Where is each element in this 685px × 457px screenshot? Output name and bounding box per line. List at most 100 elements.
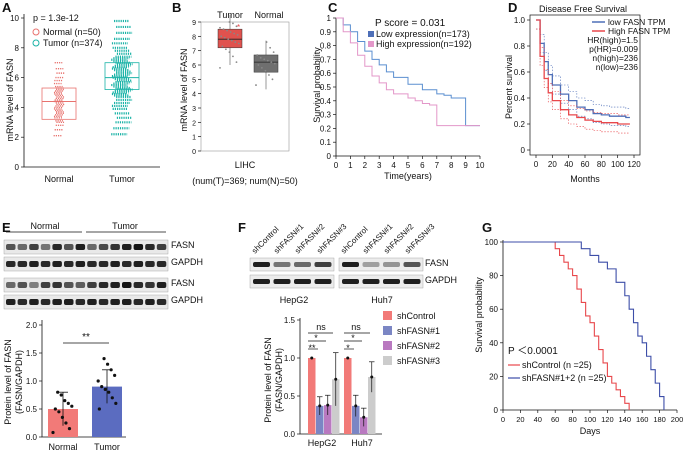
panel-a-xtick-normal: Normal bbox=[44, 174, 73, 184]
panel-c-xtick-label: 7 bbox=[435, 161, 440, 170]
panel-e-point-tumor bbox=[113, 373, 117, 377]
panel-e-blot-label-gapdh1: GAPDH bbox=[171, 257, 203, 267]
panel-c-ticks: 00.10.20.30.40.50.60.70.80.910 1 2 3 4 5 6 7 8 9 1… bbox=[320, 14, 485, 170]
panel-e-blot-band bbox=[52, 282, 62, 288]
panel-e-group-tumor: Tumor bbox=[112, 221, 138, 231]
panel-f-blot-band-huh bbox=[403, 279, 421, 284]
panel-f-point bbox=[370, 375, 374, 379]
panel-e-blot-band bbox=[75, 282, 86, 288]
panel-a-ytick-label: 2 bbox=[15, 133, 20, 142]
panel-c-xtick-label: 5 bbox=[406, 161, 411, 170]
panel-f: shControl shFASN#1 shFASN#2 shFASN#3 shC… bbox=[249, 222, 457, 448]
panel-b-star: * bbox=[237, 23, 240, 32]
panel-e-blot-band bbox=[29, 299, 39, 305]
panel-e-blot-label-fasn1: FASN bbox=[171, 240, 195, 250]
panel-f-ytick-label: 1.0 bbox=[284, 354, 296, 363]
panel-g-plot bbox=[503, 241, 665, 410]
panel-b-ytick-label: 8 bbox=[192, 34, 196, 41]
panel-d-xtick-label: 100 bbox=[611, 160, 625, 169]
panel-g-ylabel: Survival probability bbox=[474, 277, 484, 353]
panel-d-xtick-label: 120 bbox=[627, 160, 641, 169]
panel-d-stat-nhigh: n(high)=236 bbox=[592, 53, 638, 63]
panel-f-blot-band-hep bbox=[314, 262, 332, 267]
panel-g-xtick-label: 40 bbox=[534, 415, 542, 424]
panel-e-blot-band bbox=[145, 244, 155, 250]
panel-f-blot-band-hep bbox=[294, 279, 311, 284]
panel-e-blot-band bbox=[64, 282, 74, 288]
panel-a-ytick-label: 0 bbox=[15, 163, 20, 172]
panel-b-point-tumor bbox=[232, 55, 234, 58]
panel-e-blot-band bbox=[29, 244, 39, 250]
panel-b-point-normal bbox=[270, 61, 273, 64]
panel-e-blot-label-gapdh2: GAPDH bbox=[171, 295, 203, 305]
panel-e-blot-band bbox=[75, 261, 86, 267]
panel-e-point-normal bbox=[59, 393, 63, 397]
panel-b-point-normal bbox=[272, 51, 275, 53]
panel-e-blot-strip bbox=[3, 239, 169, 255]
panel-f-legend-4: shFASN#3 bbox=[397, 356, 440, 366]
panel-b-ylabel: mRNA level of FASN bbox=[179, 48, 189, 131]
panel-c-xtick-label: 3 bbox=[377, 161, 382, 170]
panel-e-point-normal bbox=[64, 421, 68, 425]
panel-g-axes bbox=[502, 240, 677, 411]
panel-e-point-normal bbox=[67, 427, 72, 431]
panel-e-blot-band bbox=[17, 261, 28, 267]
panel-e-point-normal bbox=[66, 401, 70, 405]
panel-e-ticks: 0.0 0.5 1.0 1.5 2.0 bbox=[26, 321, 42, 442]
panel-e-blots bbox=[3, 239, 169, 310]
panel-e-blot-band bbox=[64, 299, 74, 305]
panel-a-xtick-tumor: Tumor bbox=[109, 174, 135, 184]
panel-e-blot-band bbox=[29, 261, 39, 267]
panel-e-blot-band bbox=[98, 282, 109, 288]
panel-g: Survival probability 0 20 40 60 80 100 0 20 40 60… bbox=[474, 238, 683, 436]
panel-f-ytick-label: 0.5 bbox=[284, 392, 296, 401]
panel-e-blot-band bbox=[75, 299, 86, 305]
panel-c-xtick-label: 0 bbox=[334, 161, 339, 170]
panel-a-plot bbox=[41, 19, 140, 137]
panel-d-series-low bbox=[536, 19, 630, 119]
panel-e-point-tumor bbox=[103, 387, 107, 391]
panel-e-blot-band bbox=[52, 244, 62, 250]
panel-e-point-tumor bbox=[109, 368, 113, 372]
panel-e-xtick-tumor: Tumor bbox=[94, 442, 120, 452]
panel-b-point-tumor bbox=[235, 25, 238, 28]
panel-f-blot-band-hep bbox=[273, 279, 291, 284]
panel-e-blot-band bbox=[87, 261, 97, 267]
panel-e-blot-band bbox=[64, 261, 74, 267]
panel-f-legend-2-marker bbox=[383, 326, 392, 335]
panel-d-legend-high: High FASN TPM bbox=[608, 26, 670, 36]
panel-c-pscore: P score = 0.031 bbox=[375, 18, 446, 29]
panel-b-ytick-label: 6 bbox=[192, 63, 196, 70]
panel-b-yticks: 0 1 2 3 4 5 6 7 8 9 bbox=[192, 20, 201, 156]
panel-f-point bbox=[318, 404, 322, 408]
panel-e-point-normal bbox=[63, 399, 67, 403]
panel-e-point-tumor bbox=[107, 390, 111, 394]
panel-e-blot-band bbox=[17, 244, 28, 250]
panel-g-ticks: 0 20 40 60 80 100 0 20 40 60 80 100 120 140 160 180 200 bbox=[485, 238, 684, 424]
panel-e-blot-band bbox=[87, 282, 97, 288]
panel-b-point-tumor bbox=[232, 22, 234, 25]
panel-b-point-tumor bbox=[229, 31, 232, 33]
panel-c-letter: C bbox=[328, 0, 338, 15]
panel-b-point-tumor bbox=[236, 34, 239, 36]
panel-e-ytick-label: 0.0 bbox=[26, 433, 38, 442]
panel-c-legend-high: High expression(n=192) bbox=[376, 39, 472, 49]
panel-f-legend-1-marker bbox=[383, 311, 392, 320]
panel-b-ytick-label: 7 bbox=[192, 49, 196, 56]
panel-d-ytick-label: 0.4 bbox=[514, 94, 526, 103]
panel-f-bar-huh7-2 bbox=[352, 405, 360, 434]
panel-f-point bbox=[326, 403, 330, 407]
panel-e-blot-band bbox=[110, 299, 120, 305]
panel-e-blot-band bbox=[133, 299, 144, 305]
panel-b-point-normal bbox=[265, 41, 268, 43]
panel-f-xtick-huh7: Huh7 bbox=[351, 438, 373, 448]
panel-b-point-tumor bbox=[219, 26, 221, 29]
panel-b-point-normal bbox=[271, 78, 274, 81]
panel-b-point-normal bbox=[256, 54, 259, 56]
panel-g-xtick-label: 0 bbox=[501, 415, 505, 424]
panel-e-blot-band bbox=[40, 244, 51, 250]
panel-f-blot-band-hep bbox=[253, 279, 270, 284]
panel-e-blot-band bbox=[133, 261, 144, 267]
panel-d-ci-upper-high bbox=[536, 19, 630, 116]
panel-g-xtick-label: 160 bbox=[636, 415, 649, 424]
